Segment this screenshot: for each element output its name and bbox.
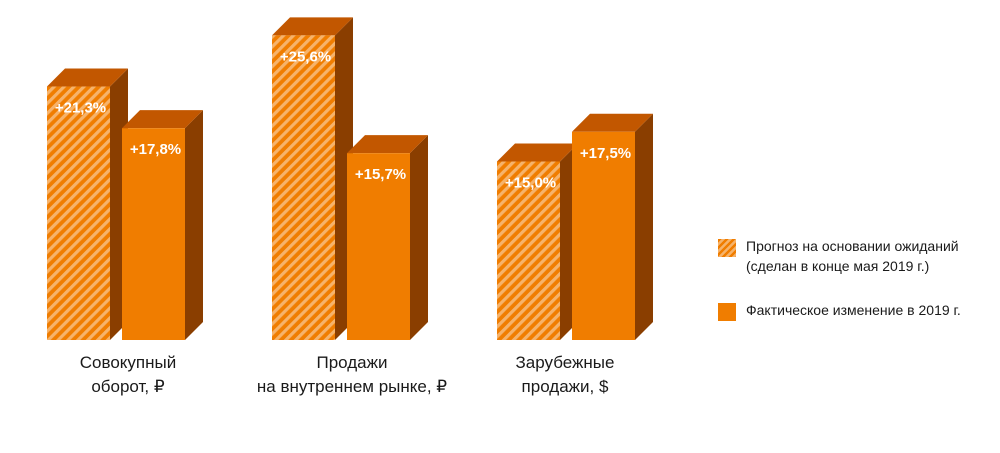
legend-label-forecast-line1: Прогноз на основании ожиданий (746, 238, 959, 254)
legend-label-forecast-line2: (сделан в конце мая 2019 г.) (746, 258, 930, 274)
bar-forecast-2 (497, 143, 578, 340)
data-label-forecast-1: +25,6% (280, 48, 331, 65)
category-label-1-line2: на внутреннем рынке, ₽ (257, 377, 447, 396)
legend-item-actual: Фактическое изменение в 2019 г. (718, 300, 998, 321)
category-label-2-line2: продажи, $ (522, 377, 609, 396)
chart-legend: Прогноз на основании ожиданий (сделан в … (718, 236, 998, 321)
bar-chart: +21,3% +17,8% Совокупный оборот, ₽ +25,6% +15… (47, 17, 653, 396)
category-label-0-line2: оборот, ₽ (91, 377, 165, 396)
data-label-actual-0: +17,8% (130, 141, 181, 158)
data-label-actual-1: +15,7% (355, 166, 406, 183)
bar-actual-1 (347, 135, 428, 340)
category-label-0-line1: Совокупный (80, 353, 176, 372)
bar-actual-0 (122, 110, 203, 341)
data-label-actual-2: +17,5% (580, 145, 631, 162)
legend-swatch-hatched (718, 239, 736, 257)
legend-swatch-solid (718, 303, 736, 321)
legend-item-forecast: Прогноз на основании ожиданий (сделан в … (718, 236, 998, 276)
data-label-forecast-0: +21,3% (55, 100, 106, 117)
category-label-2-line1: Зарубежные (516, 353, 615, 372)
bar-actual-2 (572, 113, 653, 340)
bar-forecast-1 (272, 17, 353, 341)
legend-label-actual: Фактическое изменение в 2019 г. (746, 302, 961, 318)
category-label-1-line1: Продажи (317, 353, 388, 372)
data-label-forecast-2: +15,0% (505, 175, 556, 192)
